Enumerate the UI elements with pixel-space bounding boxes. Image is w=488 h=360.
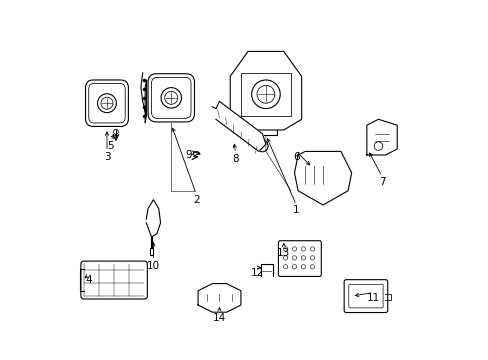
Circle shape [301, 247, 305, 251]
Text: 2: 2 [193, 195, 199, 204]
Text: 3: 3 [103, 152, 110, 162]
Circle shape [257, 85, 274, 103]
Text: 1: 1 [292, 205, 299, 215]
Polygon shape [294, 152, 351, 205]
Text: 10: 10 [146, 261, 160, 271]
Polygon shape [216, 102, 265, 152]
Circle shape [113, 129, 118, 134]
Text: 7: 7 [378, 177, 385, 187]
Text: 5: 5 [107, 141, 114, 151]
Polygon shape [366, 119, 396, 155]
Circle shape [164, 91, 178, 104]
FancyBboxPatch shape [85, 80, 128, 126]
FancyBboxPatch shape [148, 74, 194, 122]
Circle shape [283, 247, 287, 251]
Circle shape [292, 265, 296, 269]
Polygon shape [198, 284, 241, 312]
Circle shape [251, 80, 280, 109]
Text: 13: 13 [277, 248, 290, 258]
Circle shape [309, 265, 314, 269]
Text: 4: 4 [85, 275, 92, 285]
Circle shape [373, 142, 382, 150]
Circle shape [283, 265, 287, 269]
Text: 9: 9 [185, 150, 192, 160]
FancyBboxPatch shape [278, 241, 321, 276]
Circle shape [292, 256, 296, 260]
Circle shape [301, 265, 305, 269]
Text: 11: 11 [366, 293, 380, 303]
Text: 6: 6 [292, 152, 299, 162]
Circle shape [309, 247, 314, 251]
Circle shape [101, 97, 113, 109]
Circle shape [161, 87, 181, 108]
Text: 14: 14 [212, 312, 225, 323]
FancyBboxPatch shape [344, 280, 387, 312]
Polygon shape [146, 200, 160, 237]
Text: 12: 12 [250, 268, 263, 278]
Circle shape [97, 94, 116, 113]
Circle shape [283, 256, 287, 260]
FancyBboxPatch shape [88, 84, 125, 123]
FancyBboxPatch shape [348, 284, 382, 308]
Text: 8: 8 [232, 154, 239, 163]
Circle shape [292, 247, 296, 251]
FancyBboxPatch shape [151, 77, 191, 118]
Circle shape [301, 256, 305, 260]
Polygon shape [230, 51, 301, 130]
Circle shape [309, 256, 314, 260]
Circle shape [256, 140, 267, 152]
FancyBboxPatch shape [81, 261, 147, 299]
